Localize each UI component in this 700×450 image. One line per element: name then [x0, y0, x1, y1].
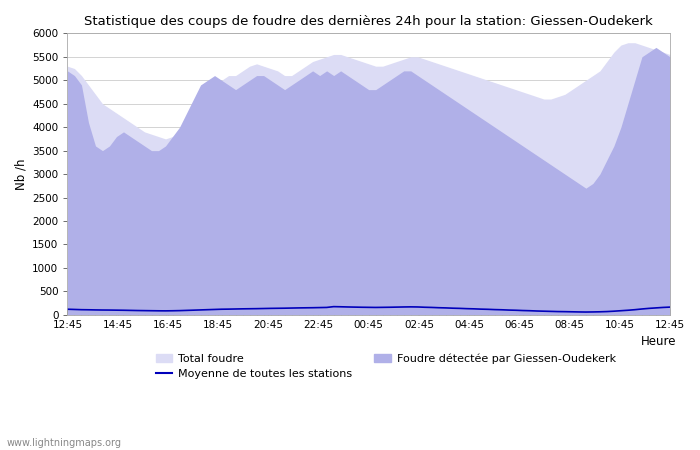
X-axis label: Heure: Heure	[640, 334, 676, 347]
Title: Statistique des coups de foudre des dernières 24h pour la station: Giessen-Oudek: Statistique des coups de foudre des dern…	[84, 15, 653, 28]
Y-axis label: Nb /h: Nb /h	[15, 158, 28, 190]
Legend: Total foudre, Moyenne de toutes les stations, Foudre détectée par Giessen-Oudeke: Total foudre, Moyenne de toutes les stat…	[151, 349, 620, 383]
Text: www.lightningmaps.org: www.lightningmaps.org	[7, 438, 122, 448]
